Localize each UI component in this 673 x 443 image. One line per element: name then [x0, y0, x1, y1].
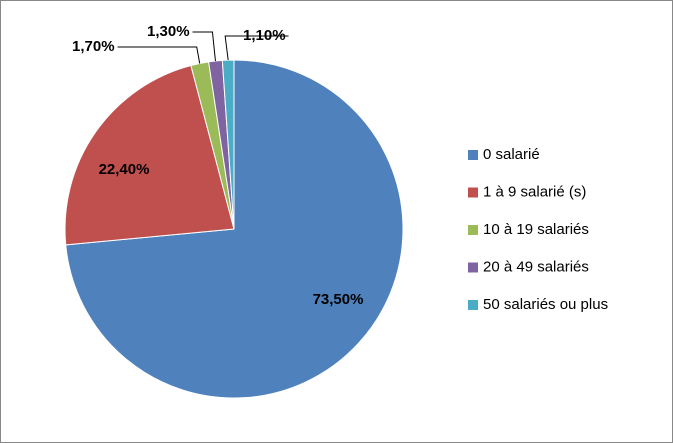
legend-swatch — [468, 150, 478, 160]
data-label: 22,40% — [99, 161, 150, 178]
legend-label: 0 salarié — [483, 146, 540, 163]
leader-line — [117, 46, 201, 64]
legend-label: 1 à 9 salarié (s) — [483, 183, 586, 200]
legend-swatch — [468, 187, 478, 198]
pie-slice — [221, 59, 235, 230]
pie-slice — [64, 64, 235, 246]
legend-swatch — [468, 300, 478, 310]
data-label: 1,10% — [243, 27, 286, 44]
legend-swatch — [468, 262, 478, 273]
legend-swatch — [468, 225, 478, 235]
legend-label: 20 à 49 salariés — [483, 258, 589, 275]
leader-line — [192, 31, 216, 62]
data-label: 1,30% — [147, 23, 190, 40]
legend-label: 50 salariés ou plus — [483, 296, 608, 313]
legend-label: 10 à 19 salariés — [483, 221, 589, 238]
data-label: 73,50% — [313, 291, 364, 308]
leader-line — [224, 35, 289, 61]
data-label: 1,70% — [72, 38, 115, 55]
